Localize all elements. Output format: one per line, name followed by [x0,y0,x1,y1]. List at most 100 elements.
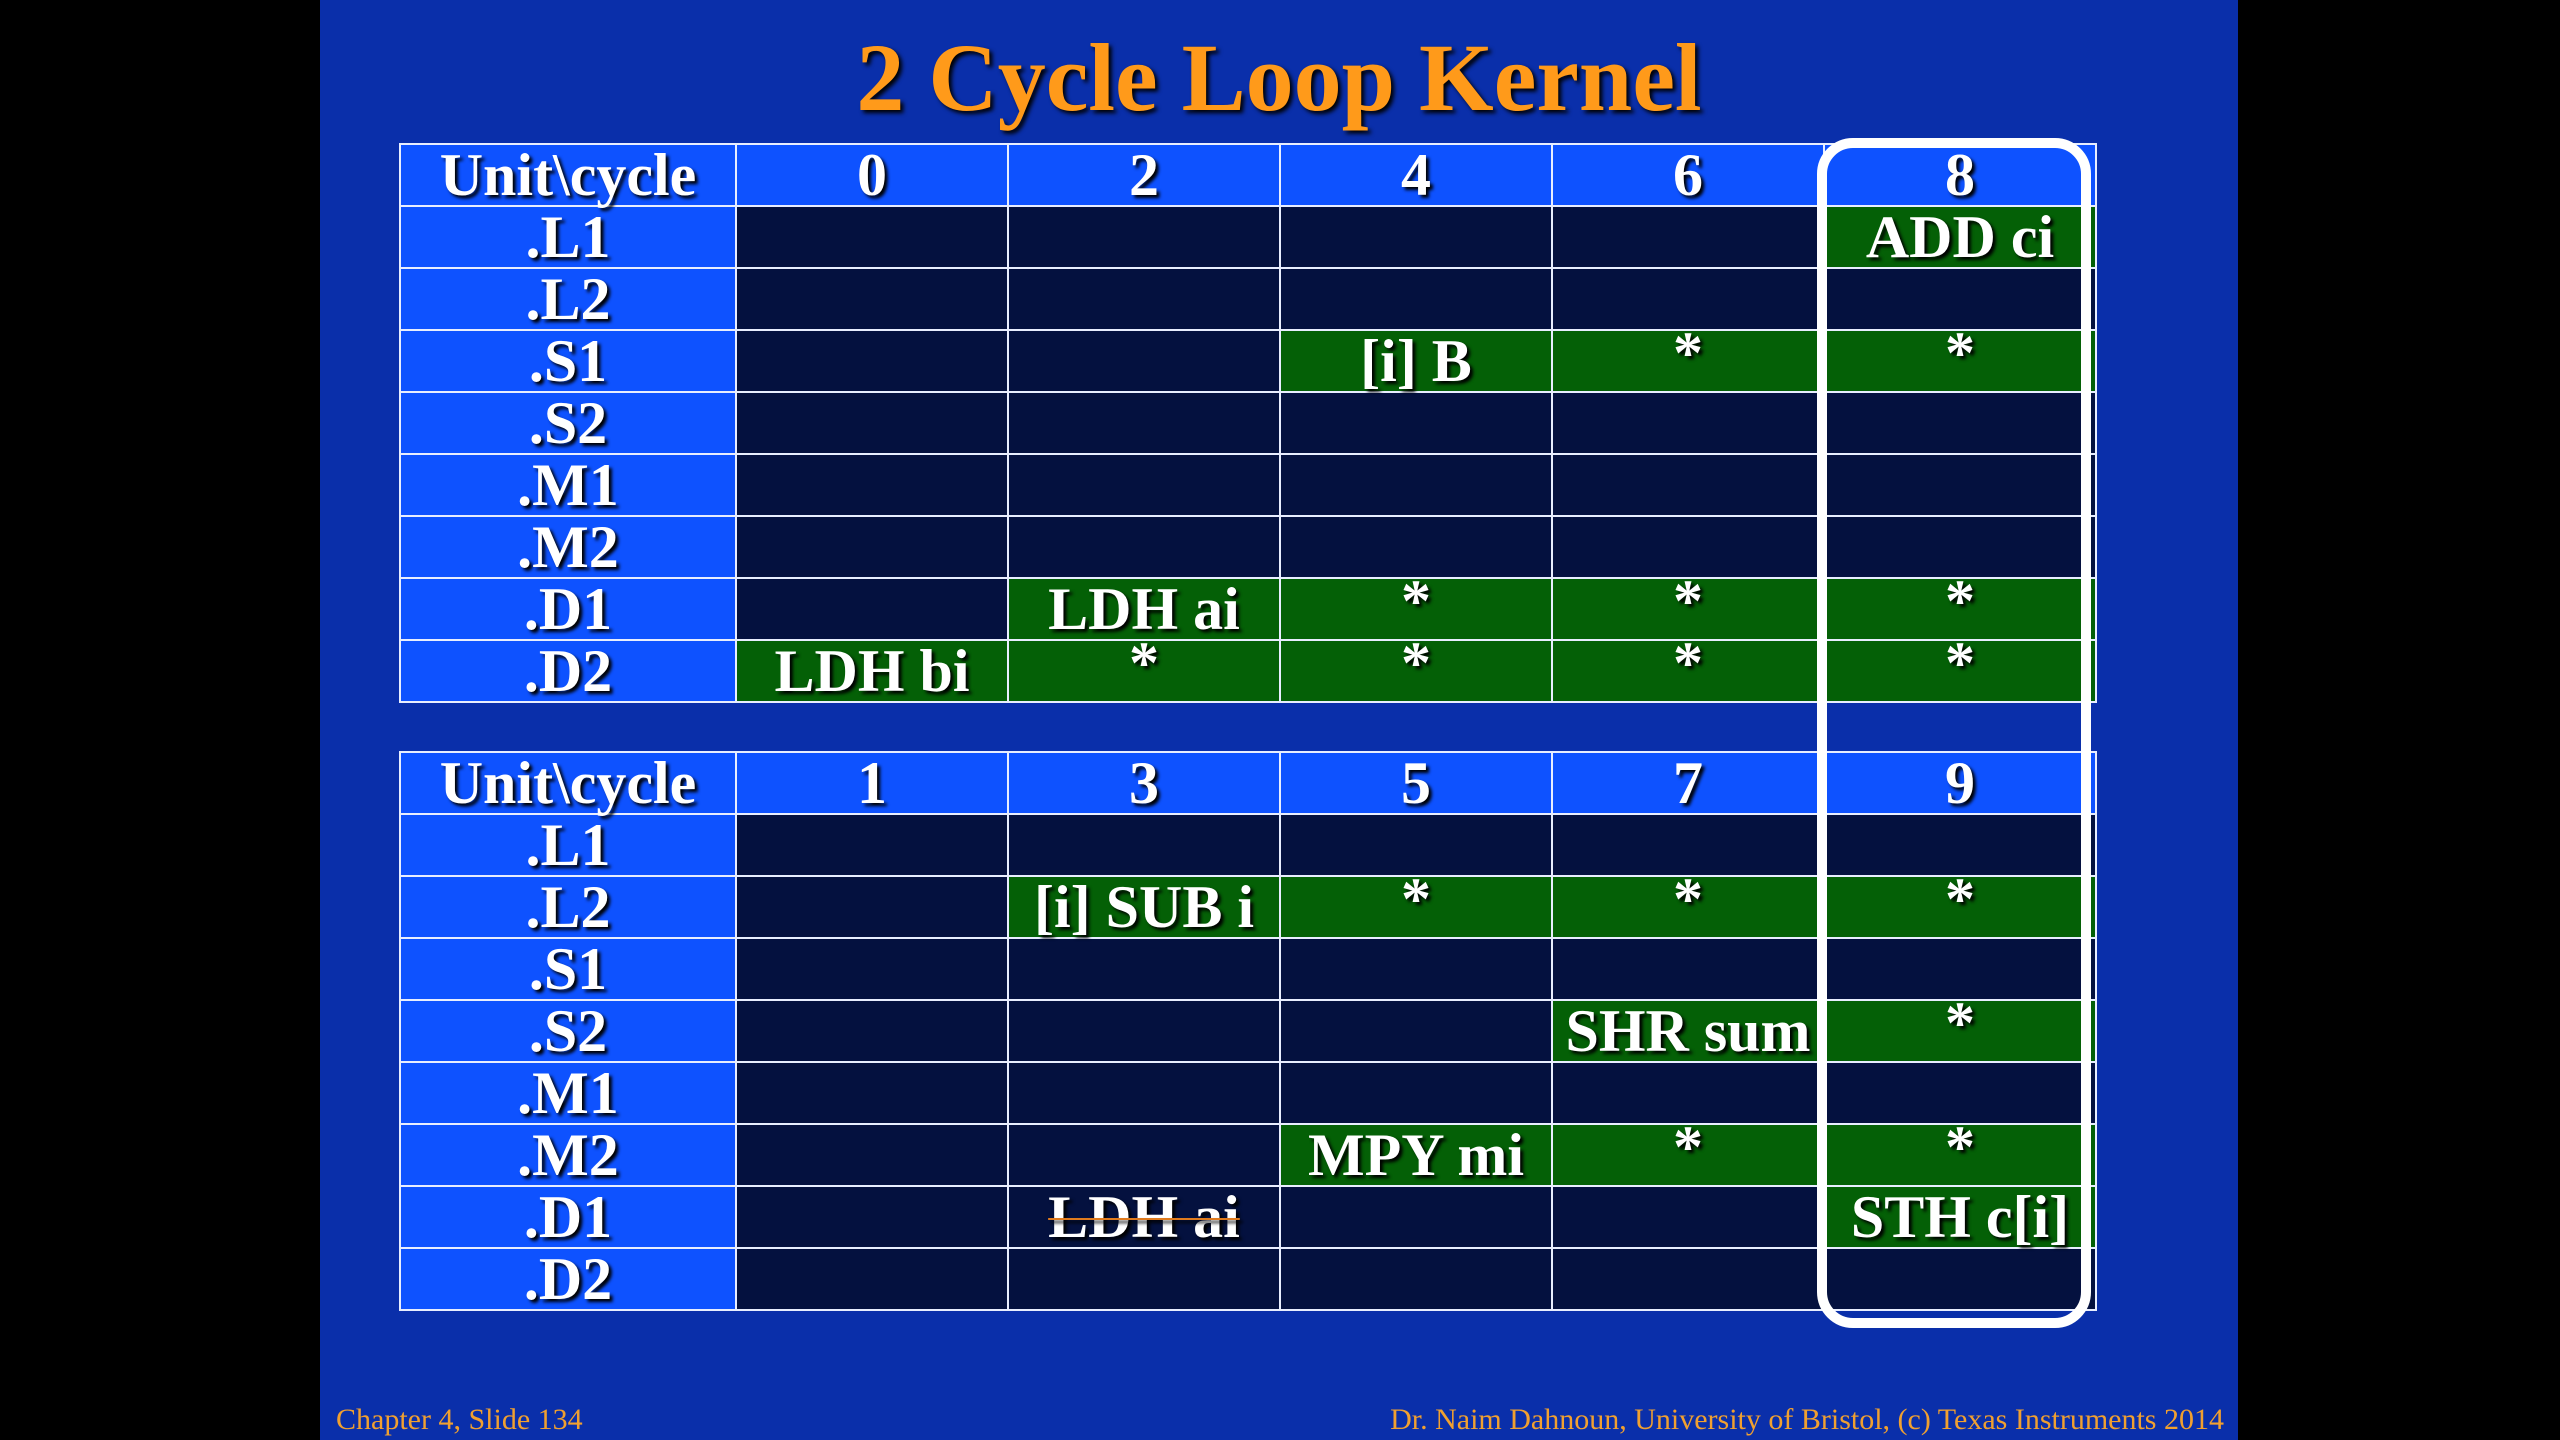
table-cell-struck: LDH ai [1007,1184,1281,1250]
table-cell [1279,267,1553,331]
unit-label: .S1 [399,329,737,393]
header-cell: 8 [1823,143,2097,207]
table-row: .S2 SHR sum * [399,993,2097,1063]
table-cell [735,329,1009,393]
header-cell: 1 [735,751,1009,815]
unit-label: .D1 [399,1185,737,1249]
table-cell [1823,391,2097,455]
table-cell: STH c[i] [1823,1185,2097,1249]
unit-label: .L1 [399,813,737,877]
header-cell: 4 [1279,143,1553,207]
table-cell [1279,1247,1553,1311]
table-row: .S2 [399,391,2097,455]
table-cell: * [1279,633,1553,703]
table-cell [735,577,1009,641]
table-cell [735,1123,1009,1187]
table-cell: * [1823,869,2097,939]
table-cell [735,875,1009,939]
table-cell [1551,453,1825,517]
table-cell: * [1551,1117,1825,1187]
table-cell: * [1279,571,1553,641]
table-cell [1551,937,1825,1001]
unit-label: .M2 [399,515,737,579]
table-cell [1551,813,1825,877]
table-cell [735,205,1009,269]
schedule-table-odd: Unit\cycle 1 3 5 7 9 .L1 .L2 [i] SUB i *… [399,751,2097,1311]
table-cell: * [1823,323,2097,393]
header-cell: 5 [1279,751,1553,815]
table-row: .S1 [399,937,2097,1001]
table-cell [1823,1247,2097,1311]
table-cell [1823,453,2097,517]
table-cell [735,813,1009,877]
table-cell [1551,391,1825,455]
table-cell [1551,205,1825,269]
table-cell [735,999,1009,1063]
table-cell [1007,205,1281,269]
table-cell [735,1247,1009,1311]
table-cell [1279,1061,1553,1125]
table-row: .M1 [399,453,2097,517]
slide-number: Chapter 4, Slide 134 [336,1403,583,1436]
table-cell [1279,453,1553,517]
unit-label: .S1 [399,937,737,1001]
table-cell [1007,937,1281,1001]
unit-label: .D2 [399,639,737,703]
table-header-row: Unit\cycle 0 2 4 6 8 [399,143,2097,207]
table-cell: * [1823,633,2097,703]
table-cell [1279,813,1553,877]
table-cell: [i] B [1279,329,1553,393]
table-cell [1007,267,1281,331]
struck-instruction-text: LDH ai [1048,1184,1240,1250]
table-row: .L1 ADD ci [399,205,2097,269]
table-cell: LDH ai [1007,577,1281,641]
table-cell [1007,813,1281,877]
unit-label: .L2 [399,875,737,939]
table-row: .M2 [399,515,2097,579]
header-cell: Unit\cycle [399,751,737,815]
table-cell [1823,515,2097,579]
table-row: .L2 [399,267,2097,331]
table-row: .M1 [399,1061,2097,1125]
table-cell: * [1823,1117,2097,1187]
unit-label: .L1 [399,205,737,269]
unit-label: .S2 [399,999,737,1063]
table-cell [1007,1247,1281,1311]
header-cell: 2 [1007,143,1281,207]
header-cell: 6 [1551,143,1825,207]
table-cell [1279,205,1553,269]
table-cell: LDH bi [735,639,1009,703]
table-cell: * [1823,993,2097,1063]
table-cell [1279,1185,1553,1249]
table-cell [1007,329,1281,393]
table-row: .M2 MPY mi * * [399,1117,2097,1187]
slide: 2 Cycle Loop Kernel Unit\cycle 0 2 4 6 8… [320,0,2238,1440]
header-cell: 3 [1007,751,1281,815]
header-cell: 7 [1551,751,1825,815]
table-cell [1551,1247,1825,1311]
table-cell [1007,1123,1281,1187]
table-row: .D1 LDH ai * * * [399,571,2097,641]
table-cell [735,937,1009,1001]
unit-label: .M1 [399,453,737,517]
table-cell: * [1823,571,2097,641]
table-cell [735,391,1009,455]
table-cell [1007,999,1281,1063]
table-cell [1279,391,1553,455]
table-cell: SHR sum [1551,999,1825,1063]
table-header-row: Unit\cycle 1 3 5 7 9 [399,751,2097,815]
table-cell: * [1551,323,1825,393]
table-cell [1279,515,1553,579]
table-row: .D1 LDH ai STH c[i] [399,1184,2097,1250]
table-cell: * [1279,869,1553,939]
table-cell [1823,813,2097,877]
table-row: .L1 [399,813,2097,877]
unit-label: .D1 [399,577,737,641]
table-cell: ADD ci [1823,205,2097,269]
table-cell [735,453,1009,517]
unit-label: .L2 [399,267,737,331]
table-cell [1007,1061,1281,1125]
table-cell [735,1061,1009,1125]
table-cell: [i] SUB i [1007,875,1281,939]
slide-title: 2 Cycle Loop Kernel [856,24,1702,131]
